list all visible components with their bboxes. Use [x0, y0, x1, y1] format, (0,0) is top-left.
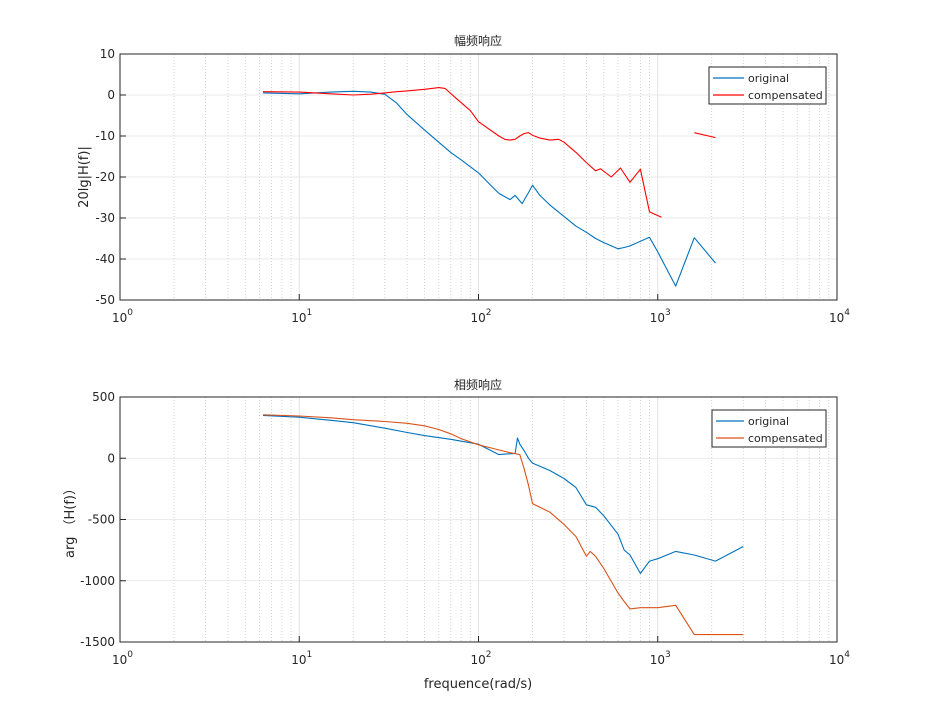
phase-title: 相频响应 — [454, 377, 502, 392]
magnitude-series-group — [262, 87, 716, 287]
magnitude-legend-box — [708, 66, 827, 105]
magnitude-legend-label-compensated: compensated — [748, 89, 823, 102]
magnitude-series-original — [262, 90, 716, 287]
magnitude-series-compensated — [262, 87, 662, 218]
phase-ylabel: arg （H(f)） — [63, 482, 78, 558]
magnitude-xtick-label: 103 — [650, 308, 671, 325]
magnitude-ytick-label: 10 — [100, 47, 115, 61]
phase-series-group — [262, 414, 744, 636]
magnitude-series-compensated — [694, 132, 716, 139]
phase-xtick-label: 103 — [650, 650, 671, 667]
magnitude-ytick-label: -40 — [95, 252, 115, 266]
phase-xtick-label: 102 — [471, 650, 492, 667]
magnitude-ytick-label: -10 — [95, 129, 115, 143]
magnitude-xtick-label: 101 — [291, 308, 312, 325]
phase-ytick-label: -1500 — [80, 635, 115, 649]
phase-ytick-label: -500 — [88, 513, 115, 527]
magnitude-legend: original compensated — [708, 66, 827, 105]
magnitude-ytick-label: 0 — [107, 88, 115, 102]
magnitude-title: 幅频响应 — [454, 33, 502, 48]
phase-xlabel: frequence(rad/s) — [424, 677, 532, 692]
phase-legend: original compensated — [711, 409, 827, 448]
phase-ytick-label: -1000 — [80, 574, 115, 588]
phase-axes: 100 101 102 103 104 500 0 -500 -1000 -1500 相频响应 a… — [63, 377, 850, 692]
phase-legend-label-original: original — [748, 415, 789, 428]
magnitude-xtick-label: 100 — [112, 308, 133, 325]
phase-series-compensated — [262, 414, 744, 636]
magnitude-xtick-label: 104 — [829, 308, 850, 325]
magnitude-ytick-label: -30 — [95, 211, 115, 225]
magnitude-legend-label-original: original — [748, 72, 789, 85]
magnitude-ytick-label: -20 — [95, 170, 115, 184]
phase-series-original — [262, 414, 744, 574]
phase-ytick-label: 500 — [92, 390, 115, 404]
magnitude-ylabel: 20lg|H(f)| — [77, 146, 92, 208]
magnitude-ytick-label: -50 — [95, 293, 115, 307]
phase-ytick-label: 0 — [107, 451, 115, 465]
magnitude-xtick-label: 102 — [471, 308, 492, 325]
phase-xtick-label: 104 — [829, 650, 850, 667]
phase-xtick-label: 101 — [291, 650, 312, 667]
phase-legend-box — [711, 409, 827, 448]
phase-xtick-label: 100 — [112, 650, 133, 667]
phase-legend-label-compensated: compensated — [748, 432, 823, 445]
